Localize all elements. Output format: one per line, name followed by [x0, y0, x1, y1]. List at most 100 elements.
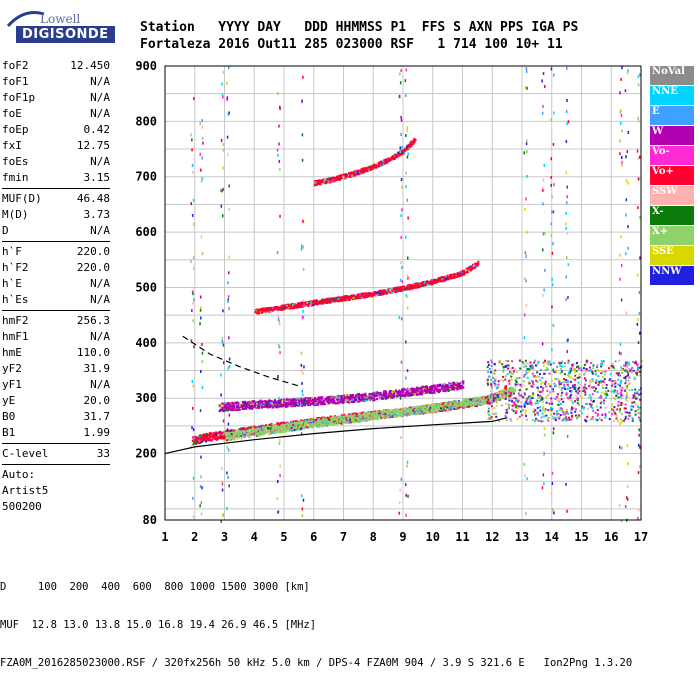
- echo-point: [215, 431, 217, 433]
- echo-point: [403, 395, 405, 397]
- echo-point: [226, 437, 228, 439]
- chart-grid: [165, 66, 641, 520]
- echo-point: [296, 398, 298, 400]
- echo-point: [266, 404, 268, 406]
- echo-point: [216, 439, 218, 441]
- echo-point: [231, 402, 233, 404]
- echo-point: [317, 404, 319, 406]
- echo-point: [482, 401, 484, 403]
- echo-point: [323, 418, 325, 420]
- echo-point: [253, 400, 255, 402]
- echo-point: [430, 388, 432, 390]
- echo-point: [379, 418, 381, 420]
- echo-point: [401, 410, 403, 412]
- echo-point: [395, 393, 397, 395]
- echo-point: [421, 393, 423, 395]
- echo-point: [336, 420, 338, 422]
- echo-point: [389, 416, 391, 418]
- echo-point: [375, 417, 377, 419]
- echo-point: [279, 428, 281, 430]
- echo-point: [330, 421, 332, 423]
- echo-point: [414, 413, 416, 415]
- echo-point: [395, 415, 397, 417]
- echo-point: [442, 403, 444, 405]
- echo-point: [278, 430, 280, 432]
- echo-point: [269, 406, 271, 408]
- echo-point: [209, 439, 211, 441]
- echo-point: [376, 413, 378, 415]
- echo-point: [272, 407, 274, 409]
- echo-point: [311, 421, 313, 423]
- echo-point: [277, 426, 279, 428]
- echo-point: [432, 386, 434, 388]
- echo-point: [274, 432, 276, 434]
- echo-point: [300, 424, 302, 426]
- echo-point: [306, 401, 308, 403]
- echo-point: [282, 404, 284, 406]
- echo-point: [462, 400, 464, 402]
- echo-point: [412, 412, 414, 414]
- echo-point: [420, 387, 422, 389]
- echo-point: [369, 415, 371, 417]
- echo-point: [431, 392, 433, 394]
- echo-point: [422, 406, 424, 408]
- echo-point: [347, 419, 349, 421]
- echo-point: [268, 433, 270, 435]
- echo-point: [244, 436, 246, 438]
- echo-point: [309, 420, 311, 422]
- echo-point: [352, 396, 354, 398]
- echo-point: [445, 402, 447, 404]
- echo-point: [238, 408, 240, 410]
- echo-point: [237, 405, 239, 407]
- echo-point: [314, 423, 316, 425]
- echo-point: [294, 405, 296, 407]
- echo-point: [390, 413, 392, 415]
- echo-point: [474, 403, 476, 405]
- echo-point: [288, 429, 290, 431]
- echo-point: [272, 431, 274, 433]
- echo-point: [320, 397, 322, 399]
- echo-point: [276, 429, 278, 431]
- echo-point: [327, 421, 329, 423]
- echo-point: [458, 384, 460, 386]
- echo-point: [390, 395, 392, 397]
- echo-point: [335, 402, 337, 404]
- echo-point: [405, 411, 407, 413]
- echo-point: [259, 427, 261, 429]
- echo-point: [372, 397, 374, 399]
- echo-point: [460, 405, 462, 407]
- echo-point: [325, 398, 327, 400]
- echo-point: [352, 401, 354, 403]
- echo-point: [245, 434, 247, 436]
- echo-point: [449, 385, 451, 387]
- echo-point: [459, 387, 461, 389]
- echo-point: [252, 405, 254, 407]
- echo-point: [273, 428, 275, 430]
- echo-point: [436, 388, 438, 390]
- echo-point: [414, 394, 416, 396]
- echo-point: [309, 404, 311, 406]
- echo-point: [444, 387, 446, 389]
- echo-point: [395, 390, 397, 392]
- echo-point: [447, 409, 449, 411]
- echo-point: [446, 406, 448, 408]
- echo-point: [387, 412, 389, 414]
- echo-point: [274, 400, 276, 402]
- echo-point: [382, 412, 384, 414]
- echo-point: [280, 422, 282, 424]
- echo-point: [465, 403, 467, 405]
- echo-point: [312, 403, 314, 405]
- echo-point: [330, 417, 332, 419]
- echo-point: [229, 439, 231, 441]
- echo-point: [294, 423, 296, 425]
- echo-point: [230, 430, 232, 432]
- echo-point: [322, 421, 324, 423]
- echo-point: [372, 399, 374, 401]
- echo-point: [279, 405, 281, 407]
- echo-point: [276, 422, 278, 424]
- echo-point: [294, 429, 296, 431]
- echo-point: [257, 401, 259, 403]
- echo-point: [435, 384, 437, 386]
- echo-point: [385, 410, 387, 412]
- echo-point: [300, 421, 302, 423]
